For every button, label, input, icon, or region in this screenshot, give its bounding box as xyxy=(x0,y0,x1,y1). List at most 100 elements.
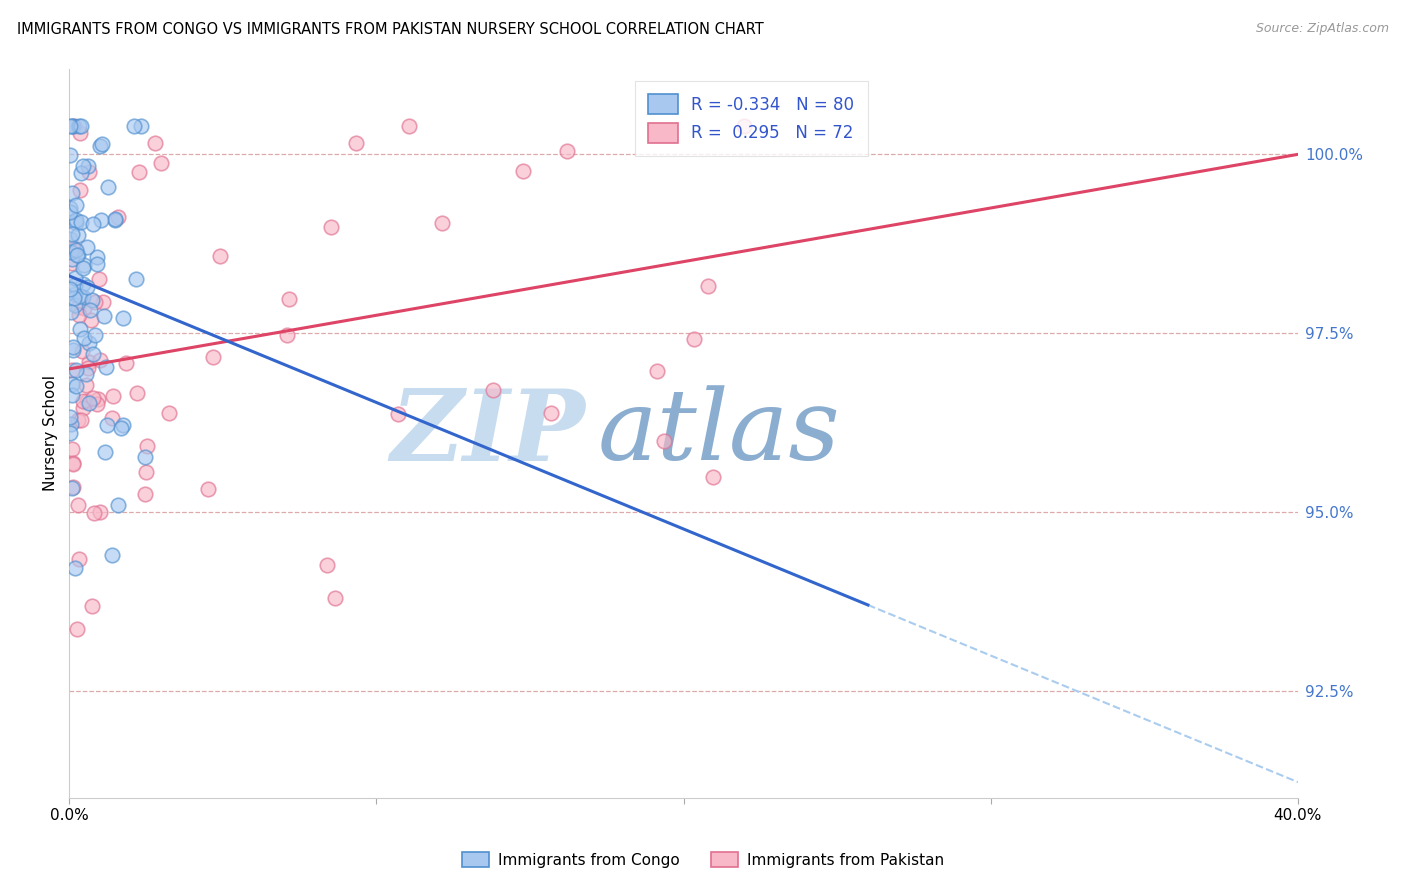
Point xyxy=(83,506,105,520)
Point xyxy=(67,498,90,512)
Point xyxy=(101,411,124,425)
Point xyxy=(387,407,409,421)
Point xyxy=(135,465,157,479)
Point xyxy=(135,439,157,453)
Point xyxy=(63,291,86,305)
Point xyxy=(66,247,89,261)
Point xyxy=(143,136,166,150)
Point xyxy=(72,331,94,345)
Point xyxy=(67,552,90,566)
Point xyxy=(69,289,91,303)
Point xyxy=(77,360,100,375)
Point xyxy=(344,136,367,151)
Point xyxy=(66,300,89,314)
Point xyxy=(481,384,503,398)
Point xyxy=(652,434,675,449)
Point xyxy=(70,119,93,133)
Point xyxy=(321,220,343,235)
Point xyxy=(69,215,91,229)
Point xyxy=(75,368,97,382)
Point xyxy=(69,166,91,180)
Point xyxy=(63,277,86,292)
Point xyxy=(91,295,114,310)
Point xyxy=(90,136,112,151)
Point xyxy=(77,159,100,173)
Point xyxy=(197,483,219,497)
Point xyxy=(115,356,138,370)
Point xyxy=(129,119,152,133)
Point xyxy=(73,301,96,315)
Point xyxy=(83,294,105,309)
Point xyxy=(72,260,94,275)
Point xyxy=(63,119,86,133)
Point xyxy=(93,310,115,324)
Point xyxy=(75,377,97,392)
Point xyxy=(101,389,124,403)
Point xyxy=(73,258,96,272)
Point xyxy=(67,308,90,322)
Point xyxy=(86,392,108,406)
Point xyxy=(125,386,148,401)
Point xyxy=(60,442,83,456)
Point xyxy=(60,304,83,318)
Point xyxy=(72,277,94,291)
Point xyxy=(62,343,84,358)
Point xyxy=(62,479,84,493)
Point xyxy=(65,212,87,227)
Point xyxy=(72,160,94,174)
Point xyxy=(76,279,98,293)
Point xyxy=(59,417,82,432)
Point xyxy=(208,249,231,263)
Point xyxy=(62,119,84,133)
Point xyxy=(59,282,82,296)
Point xyxy=(63,271,86,285)
Point xyxy=(60,244,83,259)
Point xyxy=(430,216,453,230)
Point xyxy=(276,327,298,342)
Point xyxy=(202,350,225,364)
Point xyxy=(69,183,91,197)
Point xyxy=(89,272,111,286)
Point xyxy=(60,119,83,133)
Point xyxy=(59,204,82,219)
Point xyxy=(134,450,156,464)
Point xyxy=(647,363,669,377)
Point xyxy=(157,406,180,420)
Point xyxy=(683,332,706,346)
Point xyxy=(697,279,720,293)
Point xyxy=(60,377,83,392)
Point xyxy=(122,119,145,133)
Point xyxy=(63,242,86,256)
Point xyxy=(60,388,83,402)
Point xyxy=(278,292,301,306)
Point xyxy=(59,410,82,425)
Point xyxy=(66,413,89,427)
Point xyxy=(107,211,129,225)
Point xyxy=(72,290,94,304)
Point xyxy=(60,186,83,201)
Point xyxy=(82,347,104,361)
Point xyxy=(110,421,132,435)
Point xyxy=(62,456,84,470)
Point xyxy=(62,363,84,377)
Point xyxy=(77,165,100,179)
Point xyxy=(82,391,104,405)
Point xyxy=(63,561,86,575)
Point xyxy=(107,498,129,512)
Point xyxy=(62,340,84,354)
Point xyxy=(124,272,146,286)
Point xyxy=(82,293,104,308)
Point xyxy=(60,481,83,495)
Point xyxy=(112,418,135,433)
Point xyxy=(82,217,104,231)
Text: Source: ZipAtlas.com: Source: ZipAtlas.com xyxy=(1256,22,1389,36)
Point xyxy=(76,240,98,254)
Point xyxy=(398,119,420,133)
Point xyxy=(65,216,87,230)
Point xyxy=(96,418,118,433)
Point xyxy=(66,622,89,636)
Point xyxy=(59,119,82,133)
Point xyxy=(59,147,82,161)
Point xyxy=(70,412,93,426)
Point xyxy=(63,298,86,312)
